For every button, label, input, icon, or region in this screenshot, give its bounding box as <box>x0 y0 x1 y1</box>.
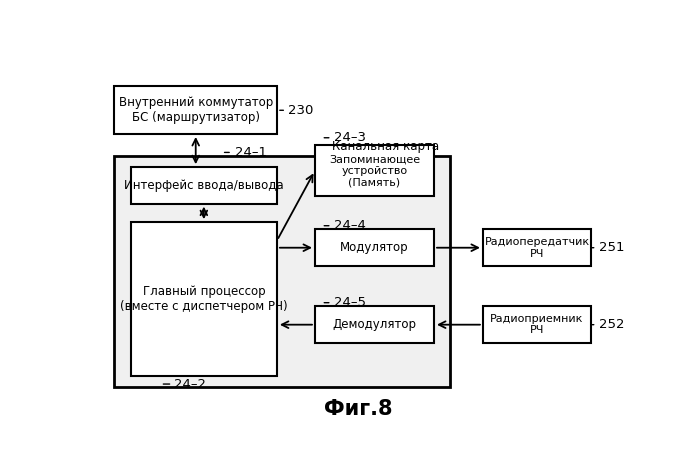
FancyBboxPatch shape <box>131 167 277 204</box>
Text: 24–3: 24–3 <box>334 131 366 144</box>
Text: Запоминающее
устройство
(Память): Запоминающее устройство (Память) <box>329 154 420 188</box>
Text: Внутренний коммутатор
БС (маршрутизатор): Внутренний коммутатор БС (маршрутизатор) <box>119 96 273 124</box>
Text: 24–4: 24–4 <box>334 219 366 232</box>
Text: Канальная карта: Канальная карта <box>332 140 439 153</box>
Text: Фиг.8: Фиг.8 <box>324 399 392 419</box>
Text: 251: 251 <box>599 241 625 254</box>
Text: Интерфейс ввода/вывода: Интерфейс ввода/вывода <box>124 179 284 192</box>
Text: 24–1: 24–1 <box>235 146 267 159</box>
Text: Радиоприемник
РЧ: Радиоприемник РЧ <box>490 314 584 336</box>
Text: 24–2: 24–2 <box>174 377 206 390</box>
Text: 252: 252 <box>599 318 625 331</box>
FancyBboxPatch shape <box>131 222 277 376</box>
Text: 230: 230 <box>288 104 313 117</box>
FancyBboxPatch shape <box>483 307 591 343</box>
Text: Демодулятор: Демодулятор <box>333 318 417 331</box>
Text: 24–5: 24–5 <box>334 296 366 309</box>
Text: Модулятор: Модулятор <box>340 241 409 254</box>
FancyBboxPatch shape <box>115 87 277 134</box>
FancyBboxPatch shape <box>315 229 434 266</box>
FancyBboxPatch shape <box>115 156 450 387</box>
FancyBboxPatch shape <box>315 307 434 343</box>
FancyBboxPatch shape <box>315 145 434 197</box>
Text: Главный процессор
(вместе с диспетчером РЧ): Главный процессор (вместе с диспетчером … <box>120 285 288 313</box>
FancyBboxPatch shape <box>483 229 591 266</box>
Text: Радиопередатчик
РЧ: Радиопередатчик РЧ <box>484 237 589 258</box>
